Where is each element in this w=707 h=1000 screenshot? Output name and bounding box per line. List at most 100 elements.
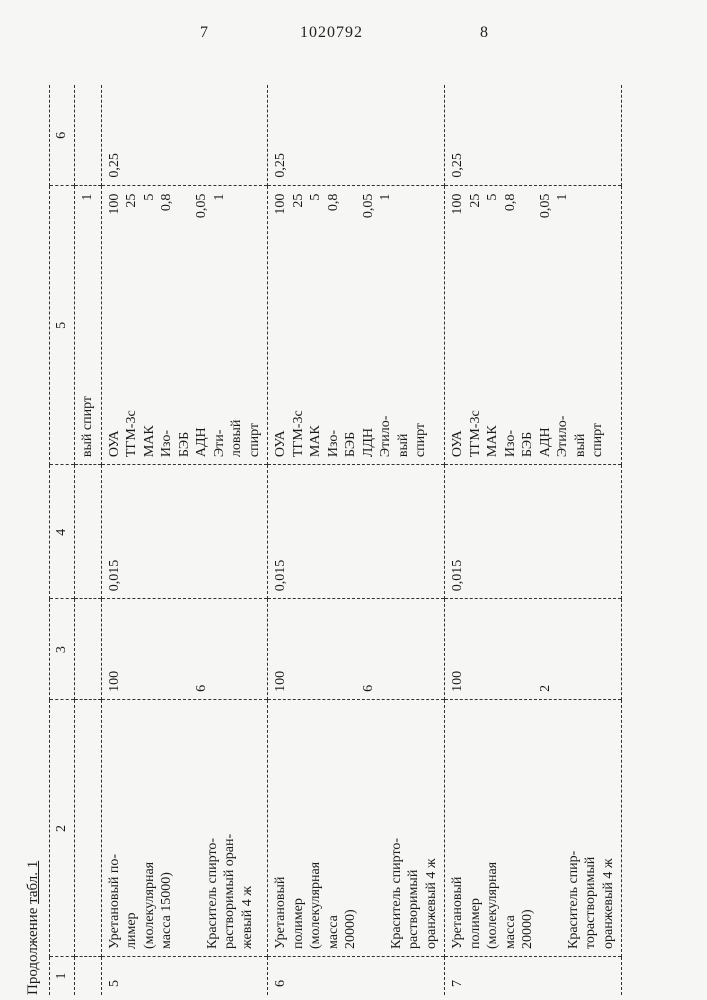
preline-label: вый спирт: [79, 396, 97, 457]
col5-line-value: 0,05: [537, 194, 555, 219]
table-row: 5 Уретановый по-лимер(молекулярнаямасса 1…: [101, 85, 268, 995]
col5-line-value: 0,8: [325, 194, 360, 212]
col5-line-value: 25: [467, 194, 485, 208]
col5-line: ТГМ-3с 25: [123, 194, 141, 457]
table-row: 6Уретановыйполимер(молекулярнаямасса2000…: [268, 85, 445, 995]
cell-col5: ОУА100ТГМ-3с25МАК5Изо-БЭБ0,8АДН0,05Этило…: [445, 186, 622, 465]
cell-row-no: 7: [445, 957, 622, 995]
caption-text-a: Продолжение: [25, 904, 41, 995]
col5-line: Изо-БЭБ 0,8: [158, 194, 193, 457]
col5-line: ЛДН 0,05: [360, 194, 378, 457]
col5-line-label: АДН: [193, 415, 211, 457]
col5-line-label: Этило-выйспирт: [554, 404, 607, 458]
col5-line: ОУА 100: [449, 194, 467, 457]
cell-row-no: 6: [268, 957, 445, 995]
col-header-5: 5: [50, 186, 75, 465]
col5-line-value: 25: [123, 194, 141, 208]
col5-line: Изо-БЭБ 0,8: [502, 194, 537, 457]
col5-line-label: МАК: [141, 413, 159, 457]
col5-line-label: ОУА: [106, 418, 124, 457]
cell-component-main: Уретановыйполимер(молекулярнаямасса20000…: [449, 708, 537, 949]
cell-col6: 0,25: [445, 85, 622, 186]
cell-component-desc: Уретановыйполимер(молекулярнаямасса20000…: [268, 700, 445, 957]
col5-line: МАК 5: [307, 194, 325, 457]
col5-line-value: 0,05: [360, 194, 378, 219]
cell-empty: [75, 700, 102, 957]
col5-line-value: 25: [290, 194, 308, 208]
col5-line-label: Этило-выйспирт: [377, 404, 430, 458]
cell-empty: [75, 85, 102, 186]
col5-line-label: Изо-БЭБ: [325, 418, 360, 457]
col5-line-value: 5: [141, 194, 159, 201]
cell-col6: 0,25: [101, 85, 268, 186]
cell-col6: 0,25: [268, 85, 445, 186]
col5-line-label: МАК: [484, 413, 502, 457]
cell-col3: 100 6: [268, 599, 445, 700]
col5-line-value: 100: [272, 194, 290, 215]
cell-col3-sub: 6: [193, 607, 211, 692]
cell-col3-main: 100: [106, 607, 124, 692]
caption-text-b: табл. 1: [25, 861, 41, 904]
preline-value: 1: [79, 194, 97, 201]
cell-preline-col5: вый спирт 1: [75, 186, 102, 465]
col-header-4: 4: [50, 465, 75, 599]
col5-line: ОУА100: [106, 194, 124, 457]
col5-line-value: 0,8: [158, 194, 193, 212]
col5-line-value: 0,05: [193, 194, 211, 219]
page: 7 1020792 8 Продолжение табл. 1 1 2 3 4 …: [0, 0, 707, 1000]
cell-row-no: 5: [101, 957, 268, 995]
table-viewport: Продолжение табл. 1 1 2 3 4 5 6: [5, 60, 705, 995]
cell-col4: 0,015: [101, 465, 268, 599]
table-header-row: 1 2 3 4 5 6: [50, 85, 75, 995]
continuation-table: 1 2 3 4 5 6: [49, 85, 622, 995]
cell-col4: 0,015: [268, 465, 445, 599]
col5-line-value: 1: [377, 194, 430, 201]
col5-line-label: Изо-БЭБ: [502, 418, 537, 457]
col5-line-label: ТГМ-3с: [290, 398, 308, 457]
col5-line-label: МАК: [307, 413, 325, 457]
col5-line: Изо-БЭБ 0,8: [325, 194, 360, 457]
table-rotated: Продолжение табл. 1 1 2 3 4 5 6: [25, 60, 685, 995]
cell-empty: [75, 465, 102, 599]
cell-component-main: Уретановый по-лимер(молекулярнаямасса 15…: [106, 708, 176, 949]
col-header-3: 3: [50, 599, 75, 700]
col5-line-value: 1: [554, 194, 607, 201]
col5-line-value: 100: [449, 194, 467, 215]
cell-col5: ОУА 100 ТГМ-3с 25 МАК 5 Изо-БЭБ 0,8 ЛДН 0,05 Этило…: [268, 186, 445, 465]
col5-line-value: 0,8: [502, 194, 537, 212]
col5-line-label: Изо-БЭБ: [158, 418, 193, 457]
cell-empty: [75, 957, 102, 995]
col5-line: АДН 0,05: [193, 194, 211, 457]
col-header-1: 1: [50, 957, 75, 995]
col5-line-value: 5: [307, 194, 325, 201]
col5-line: МАК5: [484, 194, 502, 457]
col5-line: Эти-ловыйспирт 1: [211, 194, 264, 457]
col5-line-value: 1: [211, 194, 264, 201]
document-number: 1020792: [300, 24, 363, 42]
col5-line-label: Эти-ловыйспирт: [211, 408, 264, 458]
cell-component-sub: Краситель спирто-растворимыйоранжевый 4 …: [388, 708, 441, 949]
cell-col3-sub: 6: [360, 607, 378, 692]
col5-line-label: ТГМ-3с: [123, 398, 141, 457]
cell-component-main: Уретановыйполимер(молекулярнаямасса20000…: [272, 708, 360, 949]
col5-line: ОУА 100: [272, 194, 290, 457]
col-header-2: 2: [50, 700, 75, 957]
table-caption: Продолжение табл. 1: [25, 861, 42, 995]
cell-component-sub: Краситель спир-торастворимыйоранжевый 4 …: [565, 708, 618, 949]
table-preline-row: вый спирт 1: [75, 85, 102, 995]
cell-component-desc: Уретановыйполимер(молекулярнаямасса20000…: [445, 700, 622, 957]
col5-line-label: ОУА: [272, 418, 290, 457]
col5-line: Этило-выйспирт 1: [554, 194, 607, 457]
col5-line: ТГМ-3с25: [467, 194, 485, 457]
col5-line-label: ОУА: [449, 418, 467, 457]
col-header-6: 6: [50, 85, 75, 186]
cell-col3-main: 100: [272, 607, 290, 692]
col5-line-label: ЛДН: [360, 416, 378, 457]
page-number-left: 7: [200, 24, 209, 42]
cell-col3-main: 100: [449, 607, 467, 692]
cell-col3: 100 6: [101, 599, 268, 700]
cell-empty: [75, 599, 102, 700]
cell-col5: ОУА100ТГМ-3с25МАК5Изо-БЭБ0,8АДН0,05Эти-л…: [101, 186, 268, 465]
table-row: 7 Уретановыйполимер(молекулярнаямасса2000…: [445, 85, 622, 995]
cell-col3-sub: 2: [537, 607, 555, 692]
